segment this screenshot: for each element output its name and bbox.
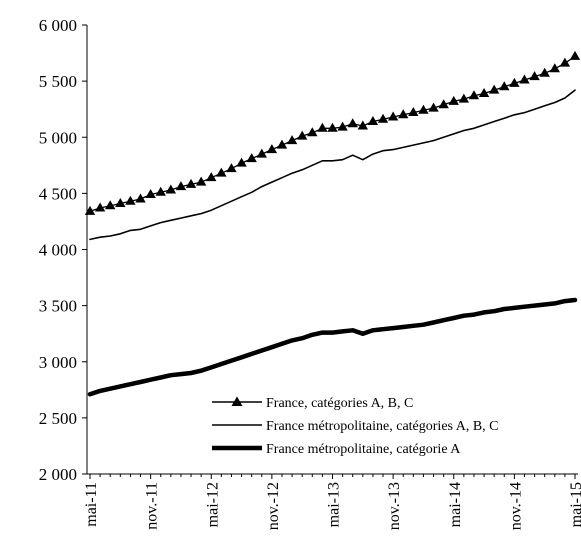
legend-label-3: France métropolitaine, catégorie A	[266, 442, 461, 457]
x-axis-ticks: mai-11 nov.-11 mai-12 nov.-12 mai-13 nov.-13 m…	[83, 474, 581, 530]
series-1-point	[236, 157, 247, 167]
x-tick-label: nov.-11	[144, 482, 161, 530]
series-line-3	[87, 297, 578, 397]
series-1-point	[387, 111, 399, 121]
series-1-point	[438, 99, 449, 109]
series-1-point	[418, 104, 429, 114]
series-1-point	[539, 67, 550, 77]
series-1-point	[549, 63, 560, 73]
legend-item-3: France métropolitaine, catégorie A	[212, 442, 461, 457]
series-1-point	[296, 130, 308, 140]
y-tick-label: 2 000	[39, 465, 77, 484]
series-1-point	[256, 148, 267, 158]
series-1-point	[175, 181, 187, 191]
y-tick-label: 5 000	[39, 128, 77, 147]
legend-marker-1	[231, 396, 243, 406]
series-1-point	[266, 144, 278, 154]
x-tick-label: mai-11	[83, 482, 100, 527]
series-1-point	[468, 90, 480, 100]
series-1-point	[84, 205, 96, 215]
x-tick-label: mai-14	[447, 482, 464, 527]
series-1-point	[226, 163, 237, 173]
series-1-point	[145, 188, 156, 198]
x-tick-label: nov.-12	[265, 482, 282, 530]
series-1-point	[216, 167, 227, 177]
series-1-point	[317, 122, 328, 132]
series-1-point	[135, 193, 146, 203]
series-1-point	[488, 84, 500, 94]
series-1-point	[529, 71, 540, 81]
series-1-point	[105, 200, 116, 210]
series-1-point	[347, 118, 358, 128]
series-1-point	[307, 127, 318, 137]
series-1-point	[115, 197, 126, 207]
series-1-point	[519, 74, 530, 84]
legend-label-1: France, catégories A, B, C	[266, 396, 413, 411]
series-1-point	[246, 153, 257, 163]
series-group	[84, 50, 581, 397]
series-1-point	[458, 93, 470, 103]
y-tick-label: 3 000	[39, 353, 77, 372]
series-1-point	[206, 172, 217, 182]
legend-item-1: France, catégories A, B, C	[212, 396, 413, 411]
series-1-point	[195, 176, 207, 186]
series-1-point	[367, 116, 379, 126]
series-1-point	[357, 120, 369, 130]
x-tick-label: nov.-13	[386, 482, 403, 530]
series-1-point	[408, 107, 419, 117]
series-1-point	[327, 122, 338, 132]
series-1-point	[509, 77, 520, 87]
series-1-point	[428, 102, 439, 112]
series-1-point	[125, 195, 136, 205]
y-tick-label: 6 000	[39, 16, 77, 35]
y-axis-ticks: 2 000 2 500 3 000 3 500 4 000 4 500 5 000 5 500…	[39, 16, 87, 484]
series-1-point	[398, 109, 409, 119]
series-1-point	[94, 202, 106, 212]
series-1-point	[185, 178, 197, 188]
legend-label-2: France métropolitaine, catégories A, B, …	[266, 419, 499, 434]
series-line-1	[89, 55, 576, 212]
x-tick-label: mai-12	[204, 482, 221, 527]
legend-box	[205, 388, 575, 464]
x-tick-label: mai-13	[326, 482, 343, 527]
series-1-point	[155, 186, 166, 196]
y-tick-label: 4 500	[39, 184, 77, 203]
series-1-point	[337, 121, 348, 131]
series-1-point	[559, 57, 571, 67]
y-tick-label: 3 500	[39, 297, 77, 316]
series-1-point	[569, 50, 581, 60]
series-1-point	[499, 81, 510, 91]
y-tick-label: 4 000	[39, 241, 77, 260]
x-tick-label: mai-15	[568, 482, 581, 527]
series-1-point	[377, 113, 389, 123]
legend: France, catégories A, B, C France métrop…	[205, 388, 575, 464]
x-tick-label: nov.-14	[507, 482, 524, 530]
series-1-point	[448, 95, 459, 105]
series-1-point	[286, 135, 298, 145]
series-1-point	[276, 139, 288, 149]
legend-item-2: France métropolitaine, catégories A, B, …	[212, 419, 499, 434]
y-tick-label: 2 500	[39, 409, 77, 428]
series-1-point	[165, 184, 177, 194]
series-1-point	[478, 87, 490, 97]
series-line-2	[89, 89, 576, 241]
y-tick-label: 5 500	[39, 72, 77, 91]
